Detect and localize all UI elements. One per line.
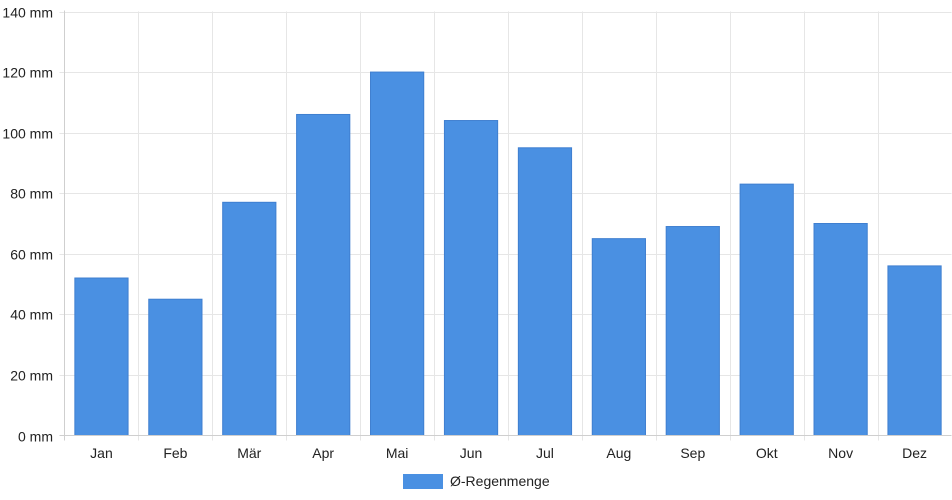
x-tick-label: Sep	[680, 445, 705, 461]
legend[interactable]: Ø-Regenmenge	[403, 473, 550, 489]
x-tick-labels: Jan Feb Mär Apr Mai Jun Jul Aug Sep Okt Nov Dez	[90, 445, 927, 461]
x-tick-label: Nov	[828, 445, 853, 461]
legend-label: Ø-Regenmenge	[450, 473, 550, 489]
y-tick-label: 60 mm	[10, 247, 53, 263]
x-tick-label: Okt	[756, 445, 778, 461]
legend-swatch	[403, 474, 443, 489]
bar-sep[interactable]	[665, 226, 720, 436]
bar-jan[interactable]	[74, 277, 129, 436]
y-tick-label: 120 mm	[2, 65, 53, 81]
bar-apr[interactable]	[296, 113, 351, 436]
bar-mai[interactable]	[370, 71, 425, 436]
x-tick-label: Dez	[902, 445, 927, 461]
bar-jun[interactable]	[443, 120, 499, 437]
y-tick-label: 20 mm	[10, 368, 53, 384]
bar-feb[interactable]	[148, 298, 203, 437]
y-tick-label: 40 mm	[10, 307, 53, 323]
bar-mär[interactable]	[222, 201, 277, 436]
bars	[74, 71, 942, 437]
x-tick-label: Mär	[237, 445, 261, 461]
x-tick-label: Apr	[312, 445, 334, 461]
x-tick-label: Jul	[536, 445, 554, 461]
y-tick-labels: 0 mm 20 mm 40 mm 60 mm 80 mm 100 mm 120 mm 140 …	[2, 5, 53, 445]
y-tick-label: 0 mm	[18, 429, 53, 445]
x-tick-label: Aug	[606, 445, 631, 461]
x-tick-label: Mai	[386, 445, 409, 461]
grid-lines	[59, 11, 952, 441]
x-tick-label: Jun	[460, 445, 483, 461]
bar-aug[interactable]	[591, 238, 646, 436]
y-tick-label: 80 mm	[10, 186, 53, 202]
bar-jul[interactable]	[517, 147, 573, 437]
x-tick-label: Jan	[90, 445, 113, 461]
x-tick-label: Feb	[163, 445, 187, 461]
bar-dez[interactable]	[887, 265, 942, 436]
y-tick-label: 100 mm	[2, 126, 53, 142]
bar-nov[interactable]	[813, 223, 868, 436]
axes	[59, 10, 952, 441]
bar-okt[interactable]	[739, 183, 794, 436]
y-tick-label: 140 mm	[2, 5, 53, 21]
